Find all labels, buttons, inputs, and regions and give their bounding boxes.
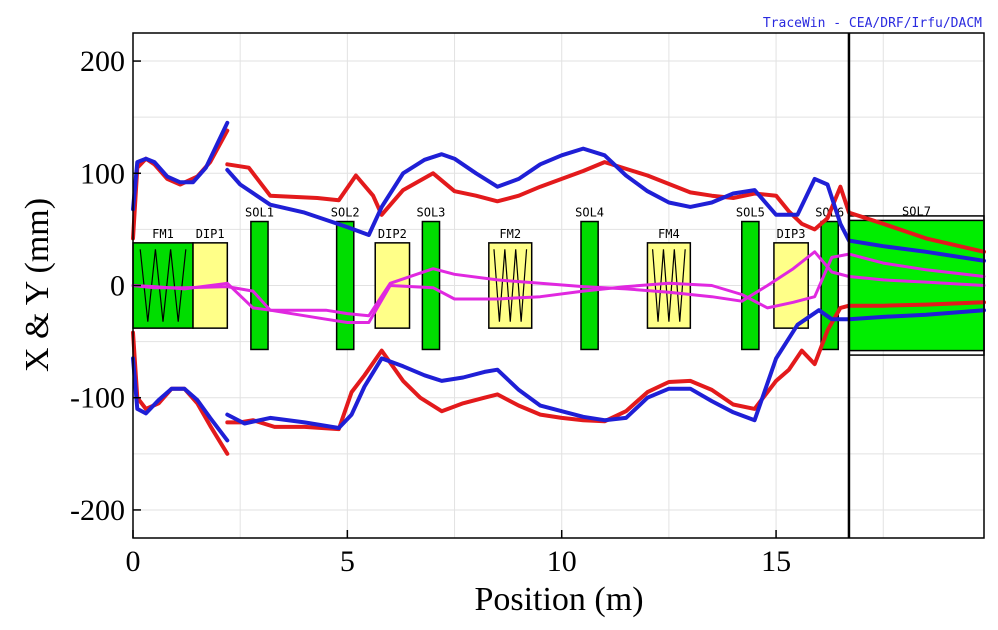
element-field-wave [139,249,187,322]
element-label: SOL1 [245,206,274,220]
y-tick-label: 200 [80,45,125,78]
element-field-wave [493,249,528,322]
element-label: DIP2 [378,227,407,241]
credit-text: TraceWin - CEA/DRF/Irfu/DACM [763,16,982,31]
y-tick-label: -200 [70,494,125,527]
element-sol2 [335,220,355,351]
element-sol5 [741,220,760,351]
x-axis-title: Position (m) [474,581,643,618]
element-sol1 [250,220,269,351]
x-tick-label: 0 [126,545,141,578]
x-tick-label: 15 [761,545,791,578]
element-label: SOL2 [331,206,360,220]
tick-labels: 0 5 10 15 -200 -100 0 100 200 [70,45,791,578]
element-label: DIP3 [777,227,806,241]
y-tick-label: 0 [110,270,125,303]
series-centroid-1 [131,250,986,318]
y-tick-label: -100 [70,382,125,415]
element-label: DIP1 [196,227,225,241]
element-label: FM1 [152,227,174,241]
series-lines [131,120,986,456]
x-tick-label: 10 [547,545,577,578]
y-tick-label: 100 [80,157,125,190]
element-label: FM4 [658,227,680,241]
element-dip3 [773,242,809,329]
element-label: SOL4 [575,206,604,220]
element-label: FM2 [499,227,521,241]
element-label: SOL3 [417,206,446,220]
element-label: SOL7 [902,204,931,218]
series-lower-y-env [131,308,986,443]
x-tick-label: 5 [340,545,355,578]
element-field-wave [652,249,686,322]
series-upper-y-env [131,120,986,263]
grid [132,33,984,538]
series-centroid-2 [131,252,986,324]
element-sol3 [421,220,441,351]
y-axis-title: X & Y (mm) [19,198,56,372]
element-label: SOL5 [736,206,765,220]
